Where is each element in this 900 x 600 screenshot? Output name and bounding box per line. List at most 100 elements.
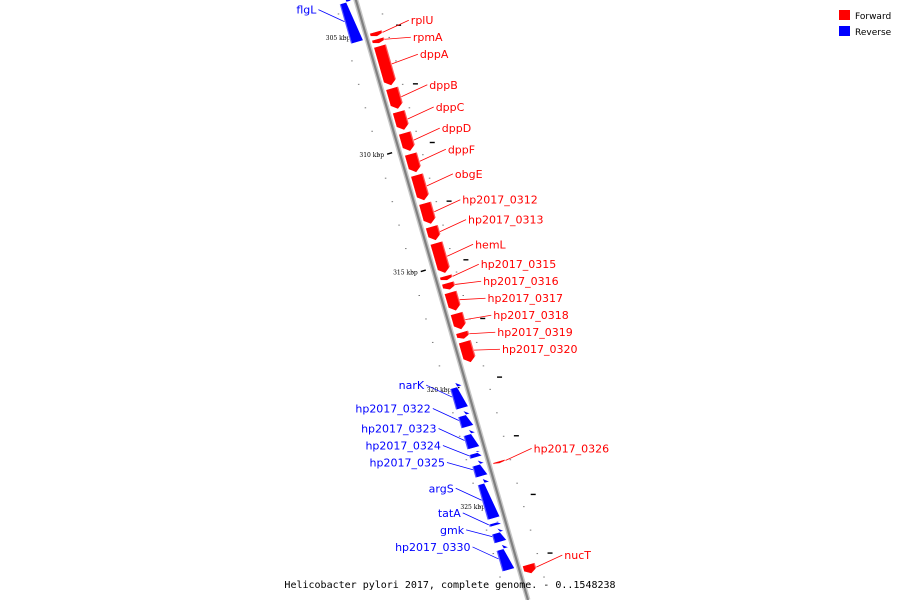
- gene-label[interactable]: hp2017_0318: [493, 309, 568, 322]
- leader-line: [446, 243, 474, 257]
- gene-label[interactable]: flgL: [296, 4, 317, 17]
- minor-dot: [405, 248, 407, 250]
- gene-label[interactable]: hp2017_0317: [488, 292, 563, 305]
- gene-label[interactable]: nucT: [564, 549, 591, 562]
- gene-label[interactable]: gmk: [440, 524, 465, 537]
- gene-label[interactable]: dppD: [442, 122, 471, 135]
- gene-label[interactable]: hp2017_0326: [534, 442, 609, 455]
- gene-label[interactable]: narK: [399, 379, 425, 392]
- tick-label: 310 kbp: [359, 152, 384, 159]
- minor-dot: [455, 271, 458, 273]
- gene-tatA[interactable]: [488, 520, 503, 528]
- minor-dot: [398, 224, 400, 226]
- gene-narK[interactable]: [449, 381, 469, 411]
- leader-line: [455, 280, 482, 285]
- gene-label[interactable]: rpmA: [413, 31, 443, 44]
- gene-label[interactable]: hp2017_0316: [483, 275, 558, 288]
- gene-argS[interactable]: [477, 477, 501, 521]
- gene-hp2017_0326[interactable]: [492, 458, 507, 465]
- minor-dot: [381, 13, 384, 15]
- gene-flgL[interactable]: [339, 0, 364, 45]
- gene-label[interactable]: dppC: [436, 101, 465, 114]
- gene-highlight: [470, 461, 477, 478]
- gene-label[interactable]: hp2017_0324: [365, 439, 440, 452]
- gene-rplU[interactable]: [369, 29, 384, 37]
- gene-highlight: [456, 411, 463, 429]
- gene-dppF[interactable]: [404, 151, 422, 173]
- gene-label[interactable]: hp2017_0315: [481, 258, 556, 271]
- minor-dot: [408, 107, 411, 109]
- gene-label[interactable]: rplU: [411, 14, 434, 27]
- gene-label[interactable]: hp2017_0312: [462, 194, 537, 207]
- gene-label[interactable]: obgE: [455, 168, 483, 181]
- gene-hp2017_0322[interactable]: [457, 409, 475, 430]
- gene-label[interactable]: hp2017_0313: [468, 214, 543, 227]
- gene-highlight: [469, 339, 477, 362]
- major-tick: [420, 269, 426, 273]
- gene-hp2017_0323[interactable]: [462, 428, 481, 451]
- gene-dppC[interactable]: [392, 109, 410, 131]
- gene-obgE[interactable]: [410, 172, 430, 201]
- gene-highlight: [441, 241, 452, 272]
- tick-label: 325 kbp: [460, 504, 485, 511]
- minor-dot: [492, 553, 495, 555]
- gene-label[interactable]: hp2017_0330: [395, 541, 470, 554]
- gene-label[interactable]: hp2017_0323: [361, 422, 436, 435]
- gene-label[interactable]: hp2017_0325: [370, 456, 445, 469]
- gene-dppA[interactable]: [373, 43, 397, 86]
- leader-line: [391, 53, 419, 65]
- minor-dot: [351, 60, 353, 62]
- gene-hp2017_0315[interactable]: [439, 273, 454, 281]
- minor-dot: [499, 576, 501, 578]
- gene-hp2017_0318[interactable]: [450, 311, 467, 330]
- tick-label: 320 kbp: [427, 387, 452, 394]
- minor-dot: [435, 201, 438, 203]
- gene-highlight: [461, 430, 469, 450]
- gene-hp2017_0317[interactable]: [443, 289, 462, 312]
- minor-dot: [378, 154, 380, 156]
- minor-dot: [485, 529, 488, 531]
- leader-line: [318, 9, 345, 23]
- minor-dot: [337, 13, 340, 15]
- gene-dppD[interactable]: [398, 130, 416, 152]
- gene-highlight: [338, 0, 353, 44]
- gene-hp2017_0319[interactable]: [455, 329, 470, 340]
- gene-label[interactable]: dppF: [448, 143, 475, 156]
- gene-gmk[interactable]: [491, 527, 508, 545]
- gene-label[interactable]: dppB: [429, 79, 458, 92]
- gene-hp2017_0325[interactable]: [471, 459, 489, 479]
- gene-highlight: [436, 224, 442, 240]
- gene-hp2017_0324[interactable]: [468, 450, 484, 460]
- gene-rpmA[interactable]: [371, 36, 386, 44]
- gene-hp2017_0320[interactable]: [458, 339, 477, 363]
- gene-label[interactable]: argS: [429, 482, 454, 495]
- gene-label[interactable]: hp2017_0320: [502, 343, 577, 356]
- gene-dppB[interactable]: [385, 85, 404, 110]
- minor-dot: [425, 318, 427, 320]
- minor-dot: [445, 388, 447, 390]
- legend: Forward Reverse: [839, 10, 892, 38]
- gene-hp2017_0316[interactable]: [441, 280, 456, 291]
- gene-hp2017_0312[interactable]: [418, 200, 437, 225]
- minor-dot: [482, 365, 485, 367]
- minor-dot: [438, 365, 441, 367]
- gene-label[interactable]: dppA: [420, 48, 449, 61]
- legend-reverse-label: Reverse: [855, 28, 892, 38]
- gene-nucT[interactable]: [522, 562, 537, 574]
- gene-hemL[interactable]: [429, 240, 451, 274]
- leader-line: [505, 448, 532, 461]
- backbone-layer: [353, 0, 531, 600]
- gene-label[interactable]: tatA: [438, 507, 461, 520]
- gene-label[interactable]: hemL: [475, 238, 506, 251]
- gene-highlight: [467, 451, 472, 460]
- gene-label[interactable]: hp2017_0319: [497, 326, 572, 339]
- minor-dot: [529, 529, 532, 531]
- leader-line: [434, 199, 461, 213]
- minor-dot: [489, 388, 491, 390]
- gene-hp2017_0313[interactable]: [425, 224, 442, 241]
- minor-dot: [344, 36, 346, 38]
- minor-dot: [523, 506, 525, 508]
- gene-hp2017_0330[interactable]: [495, 543, 516, 573]
- leader-line: [442, 445, 470, 457]
- gene-label[interactable]: hp2017_0322: [355, 403, 430, 416]
